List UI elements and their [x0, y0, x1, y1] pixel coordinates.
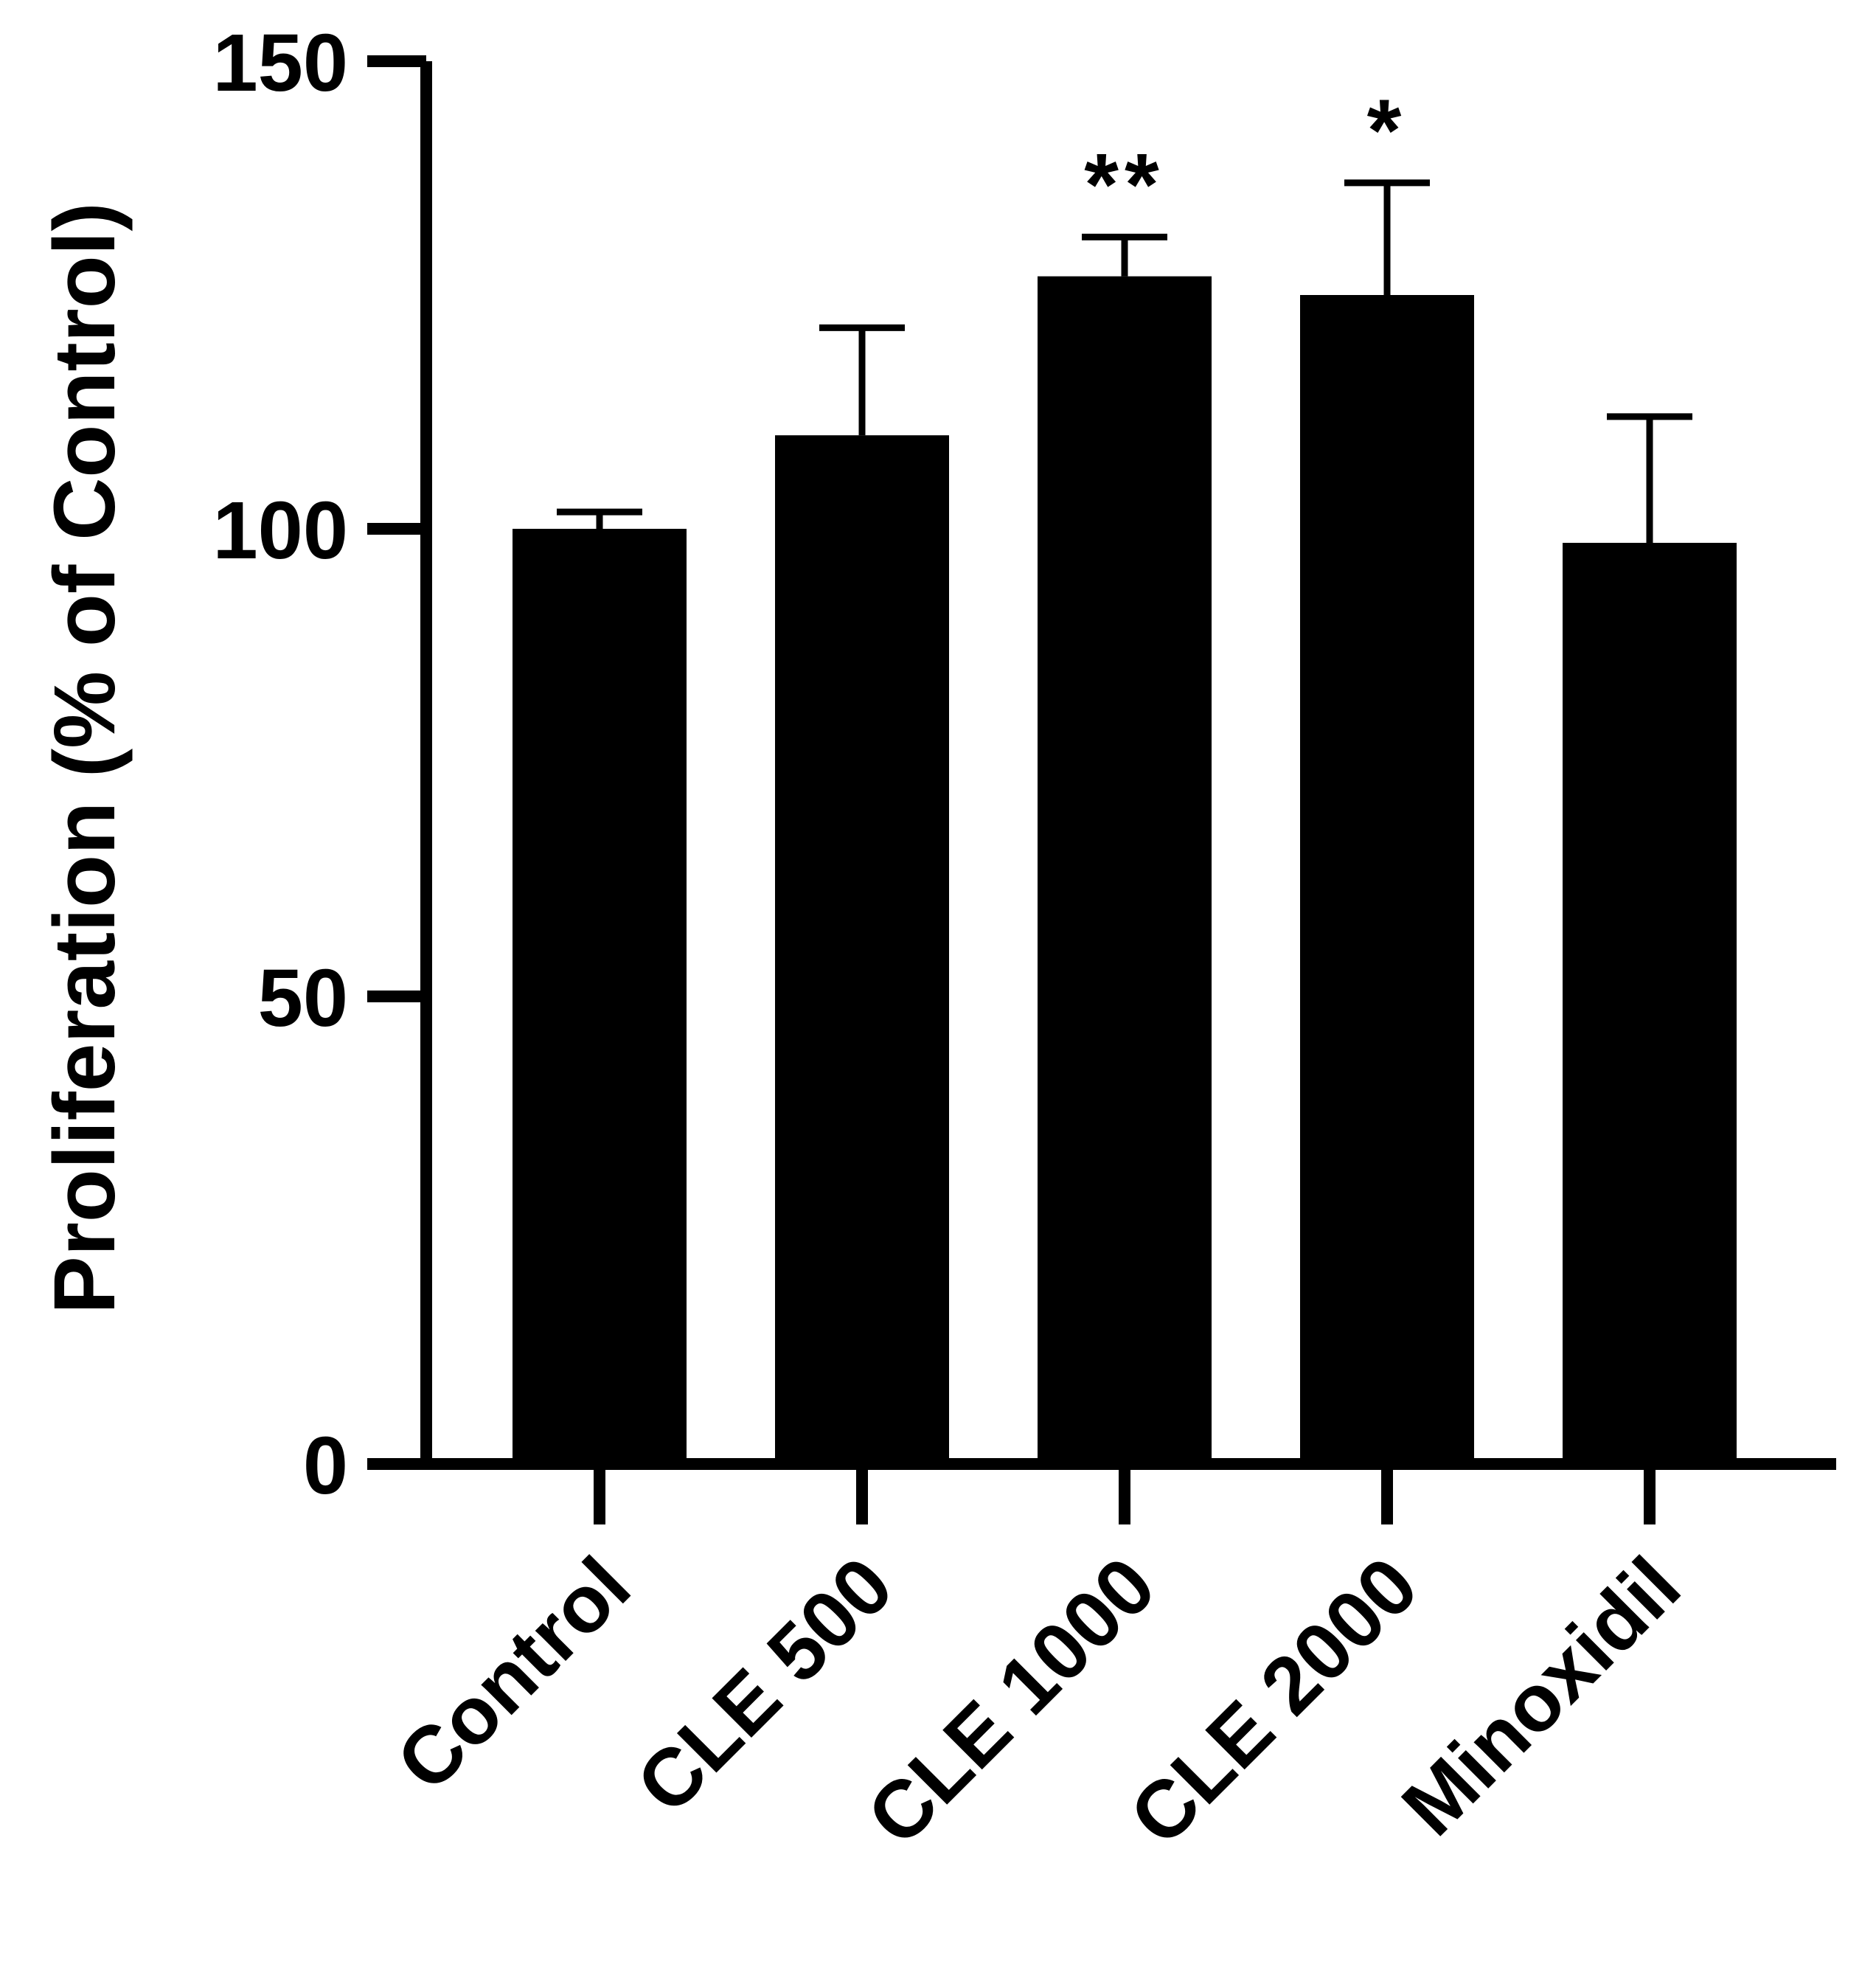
y-axis: 0 50 100 150: [212, 18, 432, 1511]
x-axis: [367, 1458, 1836, 1524]
y-tick-label-150: 150: [212, 18, 348, 108]
y-tick-label-50: 50: [258, 953, 348, 1044]
bar-3: [1300, 295, 1474, 1464]
bar-1: [775, 435, 949, 1465]
y-axis-title: Proliferation (% of Control): [36, 202, 133, 1314]
category-label-2: CLE 1000: [850, 1540, 1172, 1862]
y-tick-label-0: 0: [303, 1420, 348, 1511]
bar-4: [1563, 543, 1737, 1464]
significance-markers: ***: [1084, 81, 1408, 235]
bars: [513, 276, 1737, 1465]
significance-label-3: *: [1367, 81, 1408, 180]
error-bars: [557, 179, 1692, 544]
bar-2: [1038, 276, 1212, 1464]
category-label-0: Control: [380, 1540, 647, 1808]
significance-label-2: **: [1084, 135, 1164, 234]
y-tick-label-100: 100: [212, 485, 348, 576]
bar-0: [513, 529, 687, 1464]
category-label-4: Minoxidil: [1385, 1540, 1698, 1853]
category-label-3: CLE 2000: [1113, 1540, 1435, 1862]
